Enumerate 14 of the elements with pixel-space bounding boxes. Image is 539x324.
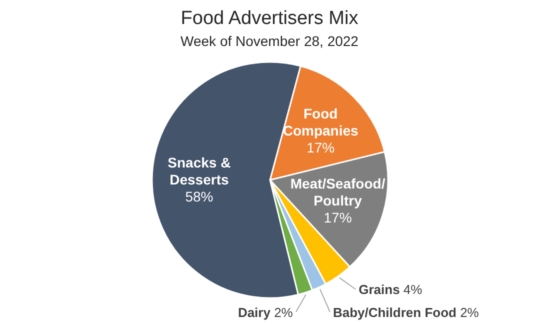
data-label: 17% xyxy=(306,139,335,156)
data-label: 2% xyxy=(456,304,480,320)
data-label: 2% xyxy=(270,304,294,320)
data-label: 17% xyxy=(324,209,352,226)
slice-label: Snacks & Desserts xyxy=(168,154,231,188)
data-label: 4% xyxy=(400,282,423,297)
slice-label: Food Companies xyxy=(282,105,359,138)
slice-label: Baby/Children Food xyxy=(332,304,457,320)
slice-label: Meat/Seafood/Poultry xyxy=(290,175,386,208)
data-label: 58% xyxy=(185,188,214,204)
chart-subtitle: Week of November 28, 2022 xyxy=(180,33,360,49)
chart-title: Food Advertisers Mix xyxy=(180,8,360,30)
slice-label: Dairy xyxy=(238,304,272,320)
slice-label: Grains xyxy=(358,282,400,297)
